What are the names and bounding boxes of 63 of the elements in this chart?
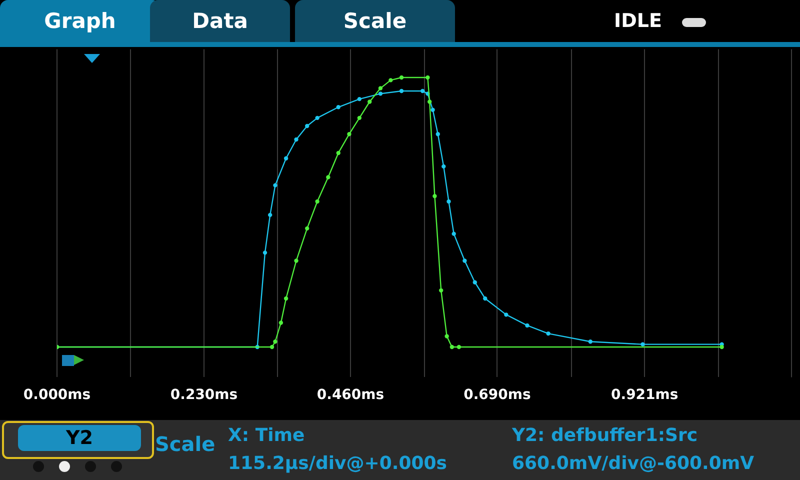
text: IDLE — [614, 10, 662, 32]
point — [357, 116, 362, 120]
point — [444, 334, 449, 338]
point — [326, 175, 330, 180]
text: 660.0mV/div@-600.0mV — [512, 453, 754, 474]
point — [347, 132, 352, 136]
x-tick-label: 0.690ms — [464, 387, 531, 404]
point — [472, 280, 478, 284]
point — [456, 344, 462, 350]
x-tick-label: 0.000ms — [23, 387, 91, 404]
text: Y2: defbuffer1:Src — [512, 425, 698, 446]
point — [305, 124, 310, 128]
point — [640, 342, 645, 346]
point — [273, 183, 278, 188]
point — [525, 323, 530, 328]
x-tick-label: 0.230ms — [170, 387, 238, 404]
point — [588, 340, 592, 344]
point — [294, 137, 298, 142]
point — [368, 100, 372, 104]
text: Data — [150, 0, 290, 42]
point — [273, 340, 278, 344]
point — [268, 212, 272, 218]
point — [432, 194, 437, 198]
point — [504, 312, 508, 317]
point — [450, 344, 454, 350]
point — [426, 75, 430, 80]
point — [336, 105, 340, 110]
text: X: Time — [228, 425, 305, 446]
text: Scale — [155, 432, 216, 456]
point — [262, 250, 268, 255]
x-tick-label: 0.460ms — [316, 387, 384, 404]
point — [294, 258, 298, 263]
point — [378, 92, 383, 96]
button: Y2 — [2, 421, 154, 459]
point — [428, 100, 432, 104]
point — [388, 78, 393, 82]
text: 115.2µs/div@+0.000s — [228, 453, 447, 474]
point — [305, 226, 310, 231]
point — [315, 116, 320, 120]
x-tick-label: 0.921ms — [611, 387, 678, 404]
point — [436, 132, 440, 136]
point — [720, 344, 724, 350]
point — [420, 88, 425, 94]
point — [336, 150, 340, 156]
point — [442, 164, 446, 169]
point — [357, 96, 362, 102]
point — [315, 199, 320, 204]
point — [399, 88, 404, 94]
point — [462, 258, 467, 263]
text: Graph — [0, 0, 160, 42]
point — [284, 296, 288, 301]
point — [284, 156, 288, 160]
point — [430, 108, 435, 112]
text: Scale — [295, 0, 455, 42]
point — [399, 75, 404, 80]
point — [378, 86, 383, 90]
point — [546, 331, 550, 336]
point — [446, 199, 451, 204]
point — [270, 344, 274, 350]
point — [483, 296, 488, 301]
point — [452, 232, 456, 236]
point — [438, 288, 444, 293]
point — [278, 320, 284, 325]
